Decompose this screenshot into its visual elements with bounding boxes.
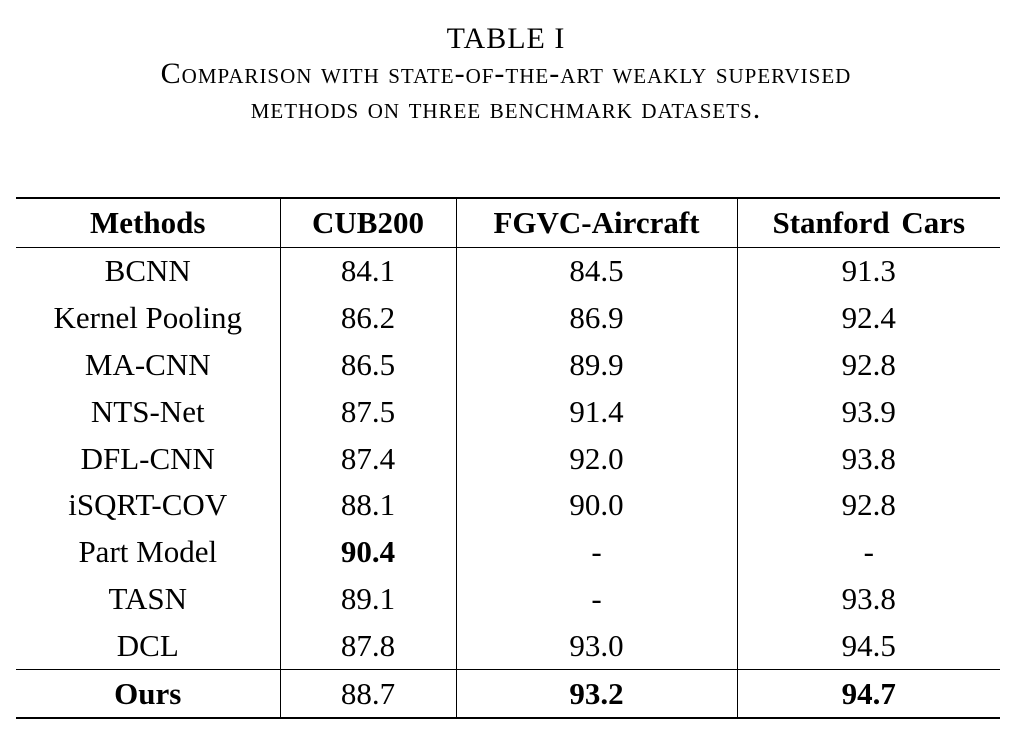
cub200-value: 90.4 <box>279 528 456 576</box>
header-cub200: CUB200 <box>279 198 456 248</box>
fgvc-aircraft-value: 93.2 <box>455 669 737 718</box>
fgvc-aircraft-value: 91.4 <box>455 388 737 436</box>
stanford-cars-value: 92.8 <box>736 481 1000 529</box>
stanford-cars-value: 92.4 <box>736 294 1000 342</box>
method-name: Kernel Pooling <box>53 300 243 336</box>
table-header-row: Methods CUB200 FGVC-Aircraft Stanford Ca… <box>16 198 1000 248</box>
method-name: NTS-Net <box>90 393 205 429</box>
table-row: NTS-Net 87.5 91.4 93.9 <box>16 388 1000 436</box>
stanford-cars-value: 91.3 <box>736 247 1000 295</box>
cub200-value: 86.5 <box>279 341 456 389</box>
fgvc-aircraft-value: 90.0 <box>455 481 737 529</box>
table-caption-line-1: Comparison with state-of-the-art weakly … <box>160 57 852 90</box>
cub200-value: 88.1 <box>279 481 456 529</box>
cub200-value: 87.4 <box>279 435 456 482</box>
method-name: BCNN <box>104 253 191 289</box>
method-name: Ours <box>114 675 182 711</box>
table-row: MA-CNN 86.5 89.9 92.8 <box>16 341 1000 389</box>
fgvc-aircraft-value: 86.9 <box>455 294 737 342</box>
method-name: DCL <box>116 627 179 663</box>
cub200-value: 87.8 <box>279 622 456 670</box>
stanford-cars-value: 93.9 <box>736 388 1000 436</box>
table-row: Kernel Pooling 86.2 86.9 92.4 <box>16 294 1000 342</box>
stanford-cars-value: 93.8 <box>736 575 1000 623</box>
table-row: DCL 87.8 93.0 94.5 <box>16 622 1000 670</box>
fgvc-aircraft-value: 84.5 <box>455 247 737 295</box>
cub200-value: 89.1 <box>279 575 456 623</box>
table-row: TASN 89.1 - 93.8 <box>16 575 1000 623</box>
table-row-ours: Ours 88.7 93.2 94.7 <box>16 669 1000 718</box>
fgvc-aircraft-value: - <box>455 528 737 576</box>
header-methods: Methods <box>90 205 206 240</box>
method-name: iSQRT-COV <box>68 487 228 523</box>
table-row: BCNN 84.1 84.5 91.3 <box>16 247 1000 295</box>
fgvc-aircraft-value: - <box>455 575 737 623</box>
stanford-cars-value: 93.8 <box>736 435 1000 482</box>
cub200-value: 84.1 <box>279 247 456 295</box>
fgvc-aircraft-value: 93.0 <box>455 622 737 670</box>
results-table: Methods CUB200 FGVC-Aircraft Stanford Ca… <box>16 197 1000 719</box>
cub200-value: 88.7 <box>279 669 456 718</box>
method-name: Part Model <box>78 534 218 570</box>
table-label: TABLE I <box>446 22 566 55</box>
fgvc-aircraft-value: 92.0 <box>455 435 737 482</box>
stanford-cars-value: 94.7 <box>736 669 1000 718</box>
table-row: DFL-CNN 87.4 92.0 93.8 <box>16 435 1000 482</box>
table-caption-line-2: methods on three benchmark datasets. <box>250 92 762 125</box>
table-row: iSQRT-COV 88.1 90.0 92.8 <box>16 481 1000 529</box>
cub200-value: 87.5 <box>279 388 456 436</box>
stanford-cars-value: 92.8 <box>736 341 1000 389</box>
header-fgvc-aircraft: FGVC-Aircraft <box>455 198 737 248</box>
table-row: Part Model 90.4 - - <box>16 528 1000 576</box>
method-name: DFL-CNN <box>80 440 215 476</box>
cub200-value: 86.2 <box>279 294 456 342</box>
fgvc-aircraft-value: 89.9 <box>455 341 737 389</box>
stanford-cars-value: 94.5 <box>736 622 1000 670</box>
method-name: TASN <box>108 580 187 616</box>
method-name: MA-CNN <box>84 346 211 382</box>
header-stanford-cars: Stanford Cars <box>736 198 1000 248</box>
stanford-cars-value: - <box>736 528 1000 576</box>
